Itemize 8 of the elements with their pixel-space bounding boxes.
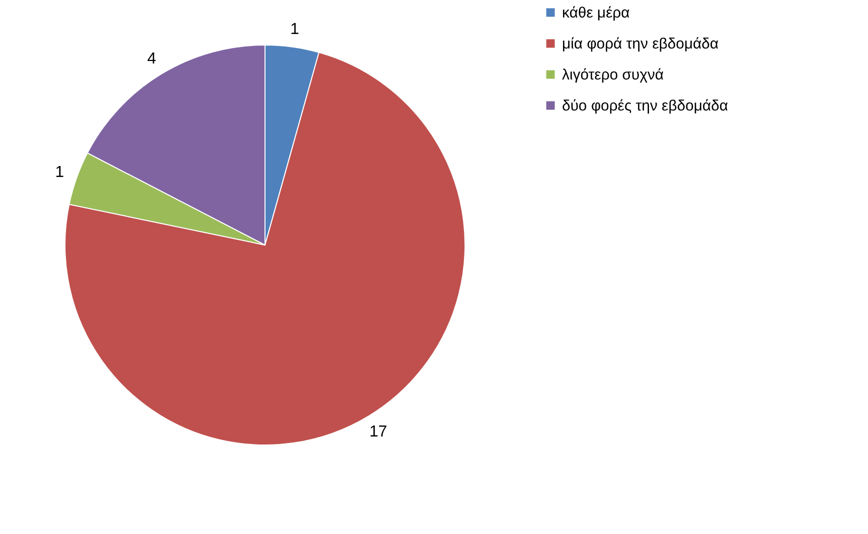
legend-label: δύο φορές την εβδομάδα	[562, 98, 728, 114]
data-label: 4	[147, 50, 156, 68]
data-label: 17	[369, 423, 388, 440]
legend-label: μία φορά την εβδομάδα	[562, 36, 719, 52]
legend-label: κάθε μέρα	[562, 4, 630, 22]
data-label: 1	[290, 21, 300, 38]
data-label: 1	[55, 164, 64, 181]
legend-label: λιγότερο συχνά	[562, 66, 664, 84]
